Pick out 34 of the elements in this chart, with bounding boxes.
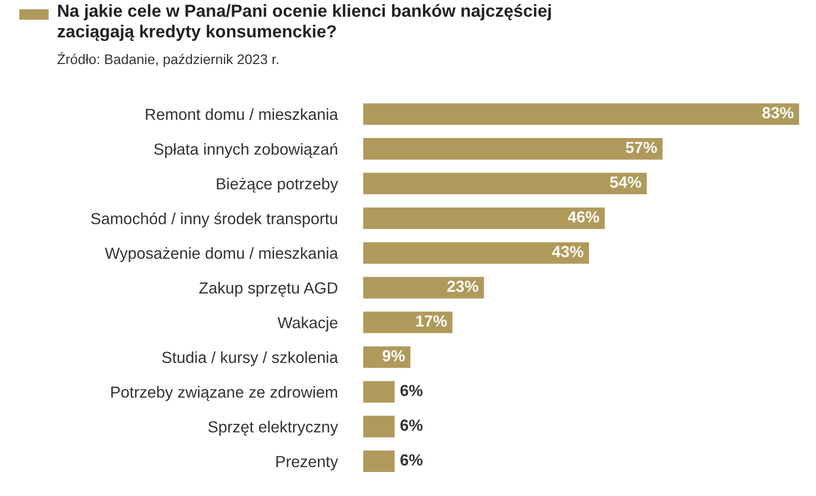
y-tick-label: Sprzęt elektryczny [208, 420, 338, 436]
bar [363, 381, 395, 403]
chart-title: Na jakie cele w Pana/Pani ocenie klienci banków najczęściej zaciągają kredyty konsumenckie? [58, 4, 551, 41]
y-tick-label: Potrzeby związane ze zdrowiem [111, 386, 338, 401]
y-tick-label: Wyposażenie domu / mieszkania [104, 247, 338, 262]
y-tick-label: Prezenty [276, 456, 338, 470]
data-label: 57% [626, 142, 657, 154]
data-label: 6% [400, 420, 423, 431]
y-tick-label: Wakacje [278, 316, 338, 332]
y-tick-label: Remont domu / mieszkania [146, 108, 338, 120]
bar [363, 103, 800, 125]
data-label: 46% [568, 211, 600, 223]
data-label: 23% [447, 280, 478, 292]
y-tick-label: Samochód / inny środek transportu [91, 212, 338, 228]
bar [363, 207, 605, 230]
bar [363, 312, 452, 334]
text: Źródło: Badanie, październik 2023 r. [57, 52, 278, 67]
bar [363, 450, 395, 472]
bar [363, 416, 395, 438]
data-label: 83% [762, 107, 794, 118]
y-tick-label: Spłata innych zobowiązań [154, 142, 338, 158]
data-label: 6% [400, 454, 423, 466]
bar [363, 276, 484, 298]
data-label: 43% [552, 246, 584, 258]
y-tick-label: Zakup sprzętu AGD [199, 282, 338, 297]
data-label: 54% [610, 176, 642, 188]
y-tick-label: Bieżące potrzeby [216, 178, 338, 193]
data-label: 17% [416, 315, 447, 327]
bar [363, 242, 589, 264]
bar [363, 138, 663, 160]
bar [363, 172, 647, 194]
data-label: 9% [382, 350, 405, 362]
data-label: 6% [400, 384, 423, 396]
y-tick-label: Studia / kursy / szkolenia [162, 351, 338, 366]
